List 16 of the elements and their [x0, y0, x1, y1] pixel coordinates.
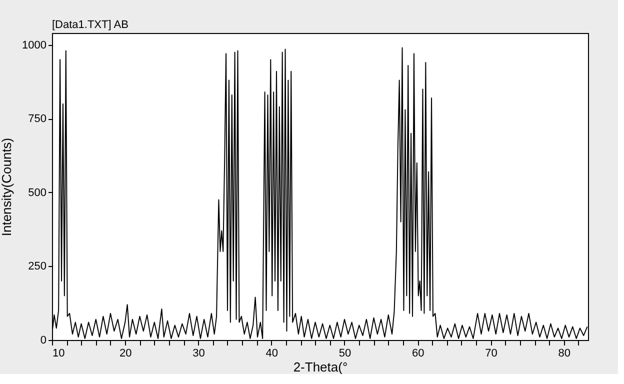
x-tick-label: 40 — [266, 348, 278, 360]
x-tick-label: 30 — [192, 348, 205, 360]
y-axis-title: Intensity(Counts) — [0, 138, 14, 236]
chart-title: [Data1.TXT] AB — [52, 19, 128, 31]
y-tick-label: 1000 — [22, 39, 46, 52]
x-tick-label: 50 — [338, 348, 352, 360]
y-tick-label: 500 — [28, 186, 46, 199]
x-tick-label: 60 — [412, 348, 424, 360]
y-tick-label: 250 — [28, 260, 46, 273]
x-axis-title: 2-Theta(° — [293, 360, 348, 374]
x-tick-label: 70 — [485, 348, 498, 360]
x-tick-label: 10 — [52, 348, 65, 360]
x-tick-label: 80 — [558, 348, 570, 360]
y-tick-label: 750 — [28, 113, 46, 126]
x-tick-label: 20 — [120, 348, 132, 360]
y-tick-label: 0 — [40, 334, 46, 346]
